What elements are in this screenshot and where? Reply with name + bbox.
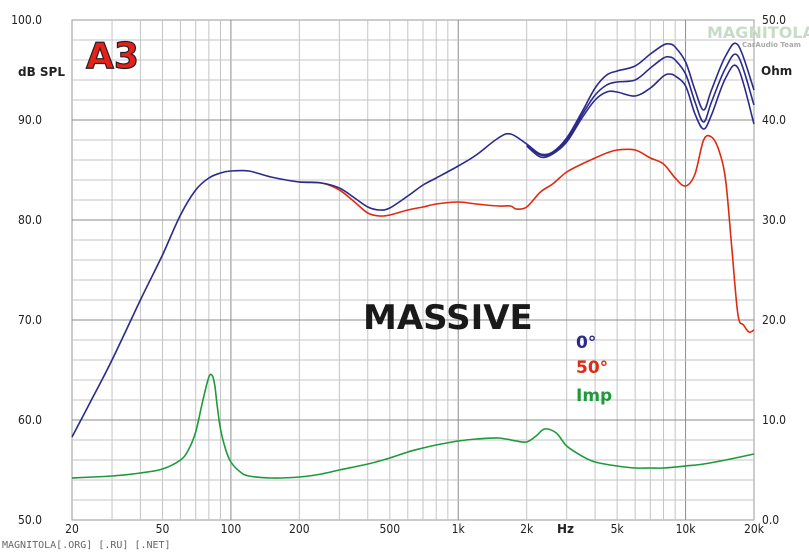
series-line-0deg [71, 42, 755, 438]
x-tick-label: 100 [221, 522, 242, 536]
legend-50deg: 50° [576, 358, 608, 378]
y-right-axis-label: Ohm [761, 64, 792, 78]
legend-imp: Imp [576, 386, 612, 406]
y-left-tick-label: 90.0 [18, 113, 42, 127]
watermark-logo: MAGNITOLA [707, 23, 809, 42]
x-tick-label: 500 [379, 522, 400, 536]
x-tick-label: 20k [744, 522, 765, 536]
watermark-footer: MAGNITOLA[.ORG] [.RU] [.NET] [2, 540, 171, 551]
chart-title: MASSIVE [363, 298, 533, 338]
series-lines [71, 42, 755, 479]
y-right-tick-label: 40.0 [762, 113, 786, 127]
x-tick-label: 1k [452, 522, 466, 536]
legend-0deg: 0° [576, 333, 596, 353]
y-left-tick-label: 50.0 [18, 513, 42, 527]
y-right-tick-labels: 0.0 10.0 20.0 30.0 40.0 50.0 [762, 13, 786, 527]
y-right-tick-label: 0.0 [762, 513, 779, 527]
watermark-logo-sub: CarAudio Team [742, 41, 801, 49]
y-left-tick-labels: 50.0 60.0 70.0 80.0 90.0 100.0 [11, 13, 42, 527]
y-right-tick-label: 20.0 [762, 313, 786, 327]
y-left-tick-label: 80.0 [18, 213, 42, 227]
plot-frame [71, 19, 755, 521]
y-left-tick-label: 60.0 [18, 413, 42, 427]
x-tick-label: 200 [289, 522, 310, 536]
y-left-tick-label: 70.0 [18, 313, 42, 327]
series-line-50deg [299, 134, 755, 333]
x-tick-label: 10k [676, 522, 697, 536]
y-left-tick-label: 100.0 [11, 13, 42, 27]
grid [71, 19, 755, 521]
x-tick-label: 20 [65, 522, 79, 536]
a3-badge: A3 [86, 36, 139, 77]
y-right-tick-label: 50.0 [762, 13, 786, 27]
y-right-tick-label: 30.0 [762, 213, 786, 227]
x-tick-label: 50 [156, 522, 170, 536]
x-tick-label: 5k [611, 522, 625, 536]
x-tick-label: 2k [520, 522, 534, 536]
series-line-0deg-variant-2 [526, 64, 755, 159]
y-left-axis-label: dB SPL [18, 65, 65, 79]
x-tick-labels: 20 50 100 200 500 1k 2k 5k 10k 20k [65, 522, 765, 536]
series-line-imp [71, 373, 755, 479]
y-right-tick-label: 10.0 [762, 413, 786, 427]
x-axis-label: Hz [557, 522, 574, 536]
series-line-0deg-variant-1 [526, 53, 755, 157]
